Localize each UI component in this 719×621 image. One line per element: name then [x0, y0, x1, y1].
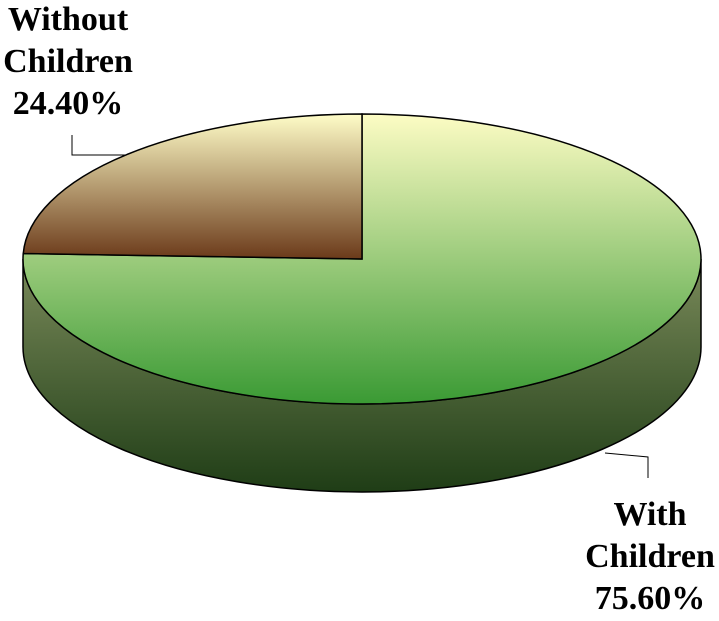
label-with-children-name-2: Children — [585, 538, 715, 575]
leader-line-without-children — [71, 135, 126, 156]
slice-without-children — [22, 113, 363, 260]
label-with-children-name-1: With — [613, 496, 686, 533]
label-with-children-value: 75.60% — [595, 580, 706, 617]
slice-with-children — [22, 113, 702, 405]
label-without-children-name-2: Children — [3, 43, 133, 80]
label-without-children-value: 24.40% — [13, 85, 124, 122]
label-without-children-name-1: Without — [8, 1, 129, 38]
leader-line-with-children — [604, 452, 649, 478]
